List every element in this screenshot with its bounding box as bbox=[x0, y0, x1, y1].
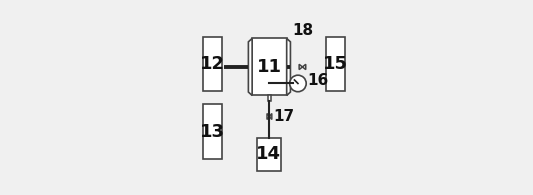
Bar bbox=[257, 137, 281, 171]
Text: 13: 13 bbox=[200, 122, 225, 141]
Polygon shape bbox=[287, 38, 290, 96]
Bar bbox=[203, 105, 222, 159]
Text: 14: 14 bbox=[256, 145, 281, 163]
Text: 17: 17 bbox=[273, 109, 295, 124]
Polygon shape bbox=[299, 64, 306, 70]
Bar bbox=[203, 37, 222, 91]
Text: 12: 12 bbox=[200, 55, 225, 73]
Bar bbox=[268, 96, 271, 101]
Bar bbox=[326, 37, 345, 91]
Circle shape bbox=[289, 75, 306, 92]
Polygon shape bbox=[248, 38, 252, 96]
Bar bbox=[252, 38, 287, 96]
Polygon shape bbox=[267, 113, 272, 120]
Text: 11: 11 bbox=[257, 58, 282, 76]
Text: 18: 18 bbox=[293, 23, 314, 38]
Text: 16: 16 bbox=[308, 73, 329, 88]
Text: 15: 15 bbox=[323, 55, 348, 73]
